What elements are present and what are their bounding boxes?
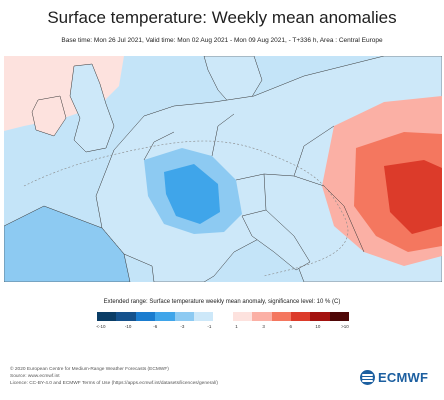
colorbar-tick-label: >10 [341,324,349,329]
footer-source: Source: www.ecmwf.int [10,374,60,379]
colorbar-swatch [135,312,156,321]
colorbar-swatch [174,312,194,321]
footer-licence: Licence: CC-BY-4.0 and ECMWF Terms of Us… [10,381,218,386]
colorbar-tick-label: 1 [235,324,238,329]
ecmwf-logo-icon [360,369,375,385]
map-svg [4,56,442,282]
colorbar-swatch [310,312,330,321]
country-borders [143,113,365,253]
page-title: Surface temperature: Weekly mean anomali… [47,8,397,27]
significance-contour [23,140,349,277]
colorbar-tick-label: -1 [207,324,212,329]
great-britain-shape [69,63,115,153]
colorbar-tick-label: -10 [124,324,132,329]
colorbar-tick-label: 10 [315,324,321,329]
colorbar-swatch [193,312,214,321]
colorbar-swatch [271,312,291,321]
anomaly-map [4,56,442,282]
legend-title: Extended range: Surface temperature week… [103,299,341,305]
colorbar-swatch [252,312,272,321]
page-subtitle: Base time: Mon 26 Jul 2021, Valid time: … [61,37,383,44]
colorbar-tick-label: 3 [262,324,265,329]
ecmwf-logo: ECMWF [360,369,434,385]
ecmwf-logo-text: ECMWF [378,369,429,385]
colorbar-swatch [116,312,136,321]
colorbar-tick-label: 6 [289,324,293,329]
colorbar-tick-label: <-10 [96,324,106,329]
footer-copyright: © 2020 European Centre for Medium-Range … [10,367,169,372]
colorbar-swatch [97,312,117,321]
ireland-shape [31,95,67,137]
colorbar-tick-label: -3 [180,324,185,329]
colorbar-ticks: <-10 -10 -6 -3 -1 1 3 6 10 >10 [96,324,349,332]
colorbar-swatch [213,312,233,321]
colorbar [97,312,350,321]
colorbar-swatch [290,312,311,321]
colorbar-swatch [232,312,253,321]
very-strong-warm-anomaly-east [384,160,442,234]
colorbar-tick-label: -6 [153,324,158,329]
iberia-shape [4,205,131,282]
italy-shape [241,209,311,271]
colorbar-swatch [329,312,350,321]
strong-cold-anomaly-france [164,164,220,224]
colorbar-swatch [155,312,175,321]
